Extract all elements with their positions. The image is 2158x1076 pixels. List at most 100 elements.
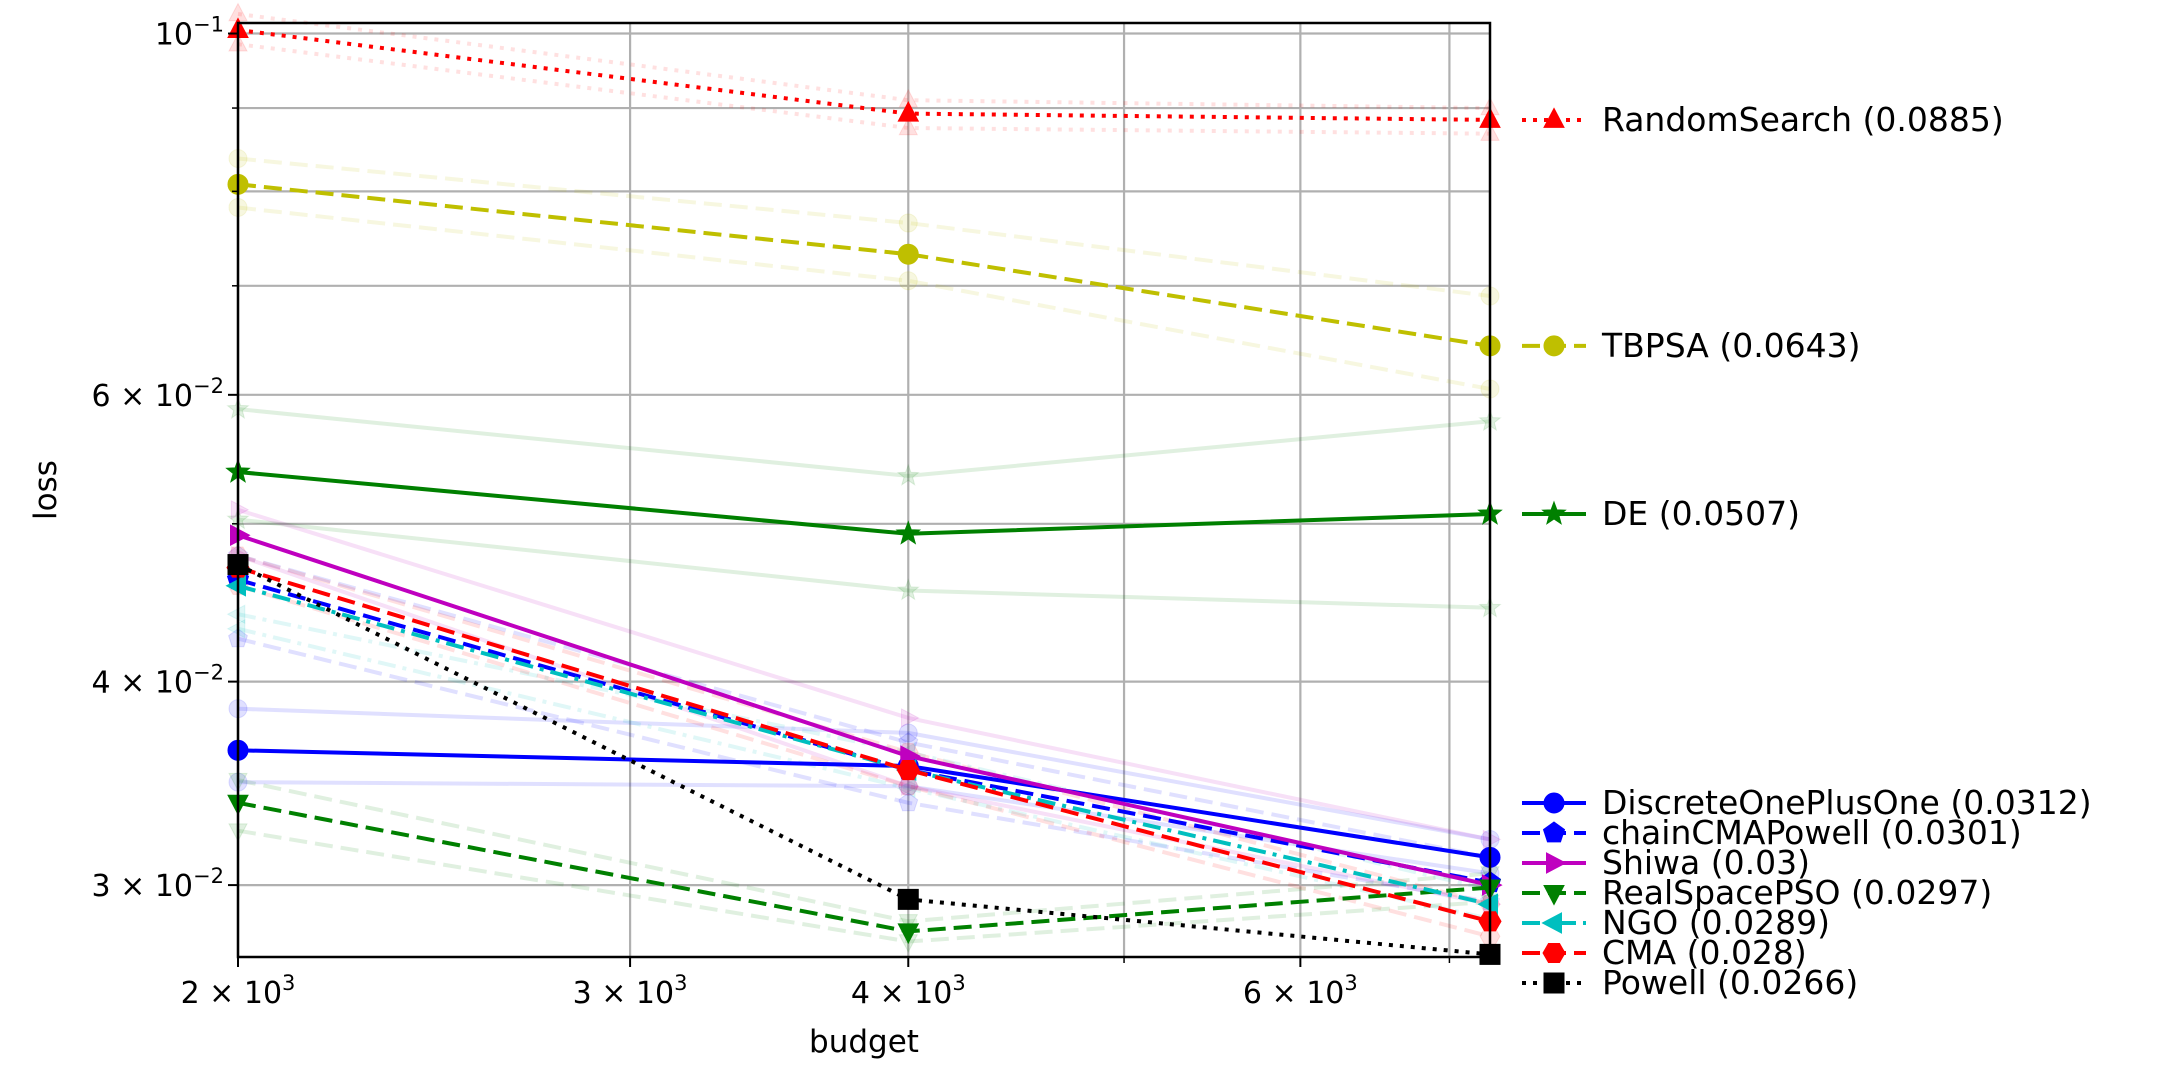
legend-label: RandomSearch (0.0885) — [1602, 100, 2004, 139]
data-point — [898, 116, 919, 136]
y-tick-exponent: −2 — [193, 374, 224, 398]
variance-lines — [226, 2, 1502, 953]
x-tick-exponent: 3 — [282, 971, 295, 995]
data-point — [896, 578, 920, 601]
series-lines — [225, 17, 1503, 965]
legend-label: NGO (0.0289) — [1602, 903, 1830, 942]
data-point — [230, 499, 250, 520]
series — [227, 173, 1501, 357]
data-point — [898, 271, 918, 291]
variance-line — [237, 778, 1491, 924]
legend-entry: RealSpacePSO (0.0297) — [1522, 873, 1992, 912]
legend-entry: TBPSA (0.0643) — [1522, 326, 1861, 365]
data-point — [1541, 912, 1562, 934]
y-tick-label: 3 × 10−2 — [92, 864, 224, 904]
y-tick-base: 4 × 10 — [92, 666, 193, 701]
data-point — [1546, 852, 1567, 874]
plot-frame — [236, 21, 1492, 959]
data-point — [1543, 107, 1565, 128]
variance-line — [237, 507, 1491, 842]
variance-line — [237, 42, 1491, 136]
series-line — [237, 565, 1491, 924]
y-tick-base: 10 — [155, 18, 193, 53]
data-point — [1542, 943, 1566, 963]
data-point — [1543, 792, 1565, 814]
variance-line — [237, 583, 1491, 939]
data-point — [897, 243, 919, 265]
legend-label: Powell (0.0266) — [1602, 963, 1858, 1002]
grid — [236, 23, 1490, 957]
x-tick-label: 6 × 103 — [1243, 971, 1358, 1011]
legend-label: Shiwa (0.03) — [1602, 843, 1810, 882]
data-point — [901, 708, 920, 728]
x-tick-base: 6 × 10 — [1243, 976, 1344, 1011]
y-tick-exponent: −2 — [193, 661, 224, 685]
data-point — [1541, 500, 1567, 525]
y-tick-label: 10−1 — [155, 13, 224, 53]
legend-label: DiscreteOnePlusOne (0.0312) — [1602, 783, 2092, 822]
y-tick-label: 4 × 10−2 — [92, 661, 224, 701]
legend-label: CMA (0.028) — [1602, 933, 1807, 972]
series — [227, 17, 1501, 128]
legend-entry: Shiwa (0.03) — [1522, 843, 1810, 882]
data-point — [898, 914, 919, 933]
legend-entry: chainCMAPowell (0.0301) — [1522, 813, 2022, 852]
data-point — [896, 760, 920, 781]
data-point — [897, 923, 920, 944]
data-point — [225, 574, 246, 597]
data-point — [1477, 893, 1498, 916]
x-tick-label: 2 × 103 — [181, 971, 296, 1011]
data-point — [895, 520, 922, 545]
variance-line — [237, 205, 1491, 391]
variance-line — [237, 626, 1491, 921]
y-tick-base: 6 × 10 — [92, 379, 193, 414]
legend-label: RealSpacePSO (0.0297) — [1602, 873, 1992, 912]
data-point — [896, 778, 916, 799]
x-tick-exponent: 3 — [952, 971, 965, 995]
y-tick-label: 6 × 10−2 — [92, 374, 224, 414]
x-tick-base: 4 × 10 — [851, 976, 952, 1011]
data-point — [1543, 972, 1565, 994]
data-point — [896, 463, 920, 486]
legend-label: chainCMAPowell (0.0301) — [1602, 813, 2022, 852]
variance-line — [237, 612, 1491, 892]
variance-line — [237, 553, 1491, 907]
series-line — [237, 182, 1491, 348]
x-tick-label: 3 × 103 — [573, 971, 688, 1011]
data-point — [1542, 821, 1566, 843]
legend-entry: NGO (0.0289) — [1522, 903, 1830, 942]
x-tick-exponent: 3 — [1344, 971, 1357, 995]
x-tick-base: 3 × 10 — [573, 976, 674, 1011]
data-point — [1482, 829, 1502, 850]
variance-line — [237, 12, 1491, 111]
y-tick-exponent: −1 — [193, 13, 224, 37]
variance-line — [237, 780, 1491, 876]
data-point — [230, 524, 251, 547]
series — [225, 574, 1498, 916]
data-point — [898, 213, 918, 233]
data-point — [226, 604, 246, 625]
x-tick-base: 2 × 10 — [181, 976, 282, 1011]
legend-label: TBPSA (0.0643) — [1601, 326, 1861, 365]
data-point — [1543, 885, 1565, 906]
data-point — [1543, 335, 1565, 357]
x-axis-label: budget — [809, 1024, 919, 1060]
x-tick-exponent: 3 — [674, 971, 687, 995]
variance-line — [237, 407, 1491, 478]
legend-entry: DiscreteOnePlusOne (0.0312) — [1522, 783, 2092, 822]
variance-line — [237, 553, 1491, 907]
data-point — [226, 618, 246, 639]
variance-line — [237, 706, 1491, 842]
y-tick-exponent: −2 — [193, 864, 224, 888]
data-point — [901, 776, 920, 797]
legend-label: DE (0.0507) — [1602, 494, 1800, 533]
legend-entry: RandomSearch (0.0885) — [1522, 100, 2004, 139]
data-point — [897, 888, 919, 910]
variance-line — [237, 156, 1491, 298]
y-axis-label: loss — [28, 460, 64, 520]
data-point — [897, 101, 920, 122]
legend: RandomSearch (0.0885) TBPSA (0.0643) DE (0… — [1522, 100, 2092, 1002]
